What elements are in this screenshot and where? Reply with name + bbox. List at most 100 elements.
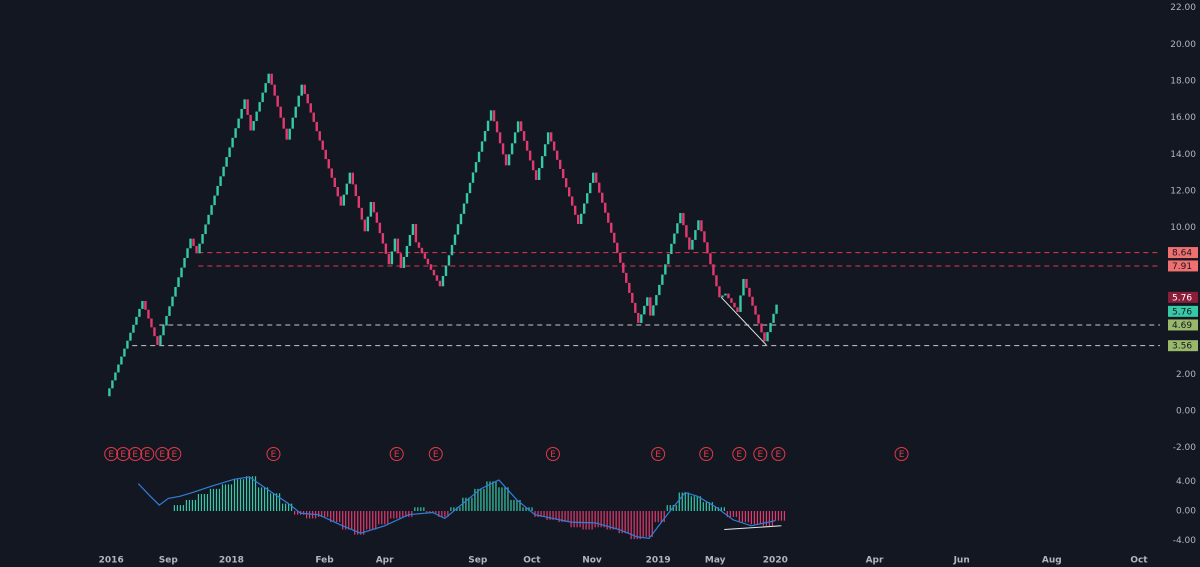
- histogram-bar: [762, 511, 765, 526]
- renko-brick: [339, 196, 342, 206]
- earnings-label: E: [736, 450, 742, 460]
- osc-y-tick-label: -4.00: [1173, 536, 1197, 546]
- macd-line: [137, 476, 776, 540]
- histogram-bar: [651, 511, 653, 537]
- renko-brick: [739, 295, 742, 312]
- renko-brick: [120, 356, 123, 365]
- histogram-bar: [420, 507, 422, 512]
- histogram-bar: [260, 487, 263, 512]
- histogram-bar: [756, 511, 759, 525]
- histogram-bar: [714, 507, 716, 512]
- histogram-bar: [354, 511, 356, 535]
- renko-brick: [673, 233, 676, 244]
- earnings-marker: [771, 447, 786, 461]
- histogram-bar: [272, 493, 275, 512]
- histogram-bar: [303, 511, 305, 515]
- renko-brick: [528, 150, 532, 161]
- renko-brick: [189, 238, 192, 249]
- price-tag: [1168, 319, 1198, 331]
- histogram-bar: [687, 492, 689, 512]
- renko-brick: [174, 286, 177, 297]
- histogram-bar: [417, 507, 419, 512]
- renko-brick: [384, 243, 388, 254]
- histogram-bar: [630, 511, 632, 540]
- histogram-bar: [525, 507, 527, 512]
- earnings-label: E: [144, 450, 150, 460]
- renko-brick: [219, 176, 222, 186]
- renko-brick: [643, 305, 646, 315]
- histogram-bar: [242, 479, 245, 512]
- renko-brick: [441, 275, 445, 287]
- histogram-bar: [612, 511, 614, 530]
- price-tag-label: 7.91: [1172, 262, 1192, 272]
- renko-brick: [613, 232, 616, 243]
- renko-brick: [171, 296, 174, 307]
- histogram-bar: [753, 511, 756, 525]
- histogram-bar: [711, 502, 713, 512]
- histogram-bar: [510, 499, 512, 512]
- histogram-bar: [519, 499, 521, 512]
- histogram-bar: [603, 511, 605, 528]
- histogram-bar: [191, 499, 194, 512]
- renko-brick: [453, 234, 457, 245]
- renko-brick: [417, 242, 421, 248]
- y-tick-label: 20.00: [1170, 40, 1196, 50]
- histogram-bar: [585, 511, 587, 530]
- renko-brick: [291, 117, 294, 129]
- renko-brick: [396, 238, 400, 254]
- earnings-label: E: [655, 450, 661, 460]
- renko-brick: [315, 121, 318, 132]
- earnings-marker: [140, 447, 155, 461]
- earnings-marker: [389, 447, 404, 461]
- histogram-bar: [306, 511, 308, 519]
- renko-brick: [150, 318, 153, 328]
- renko-brick: [351, 172, 355, 185]
- histogram-bar: [705, 502, 707, 512]
- renko-brick: [501, 143, 505, 155]
- histogram-bar: [663, 511, 665, 523]
- histogram-bar: [453, 507, 455, 512]
- renko-brick: [727, 293, 730, 299]
- histogram-bar: [567, 511, 569, 523]
- renko-brick: [586, 193, 589, 204]
- renko-brick: [646, 297, 649, 306]
- renko-brick: [297, 95, 300, 107]
- price-tag-label: 5.76: [1172, 293, 1192, 303]
- renko-brick: [330, 168, 333, 178]
- renko-brick: [207, 214, 210, 225]
- renko-brick: [718, 286, 721, 298]
- histogram-bar: [200, 494, 203, 512]
- earnings-label: E: [120, 450, 126, 460]
- histogram-bar: [657, 511, 659, 523]
- histogram-bar: [534, 511, 536, 517]
- histogram-bar: [573, 511, 575, 528]
- renko-brick: [730, 298, 733, 303]
- histogram-bar: [729, 511, 731, 517]
- x-tick-label: 2016: [99, 556, 124, 566]
- histogram-bar: [185, 499, 188, 512]
- earnings-marker: [428, 447, 443, 461]
- renko-brick: [622, 262, 625, 273]
- histogram-bar: [342, 511, 344, 530]
- renko-brick: [390, 251, 394, 265]
- renko-brick: [393, 238, 397, 252]
- renko-brick: [375, 212, 379, 223]
- earnings-label: E: [159, 450, 165, 460]
- renko-brick: [525, 140, 529, 151]
- renko-brick: [324, 149, 327, 160]
- renko-brick: [595, 172, 598, 183]
- histogram-bar: [396, 511, 398, 519]
- renko-brick: [114, 372, 117, 381]
- histogram-bar: [543, 511, 545, 517]
- renko-brick: [658, 284, 661, 296]
- renko-brick: [540, 156, 544, 169]
- renko-brick: [444, 265, 448, 276]
- histogram-bar: [483, 488, 485, 512]
- histogram-bar: [576, 511, 578, 528]
- renko-brick: [510, 143, 514, 155]
- x-tick-label: Oct: [1130, 556, 1148, 566]
- histogram-bar: [537, 511, 539, 517]
- renko-brick: [267, 73, 270, 84]
- earnings-marker: [732, 447, 747, 461]
